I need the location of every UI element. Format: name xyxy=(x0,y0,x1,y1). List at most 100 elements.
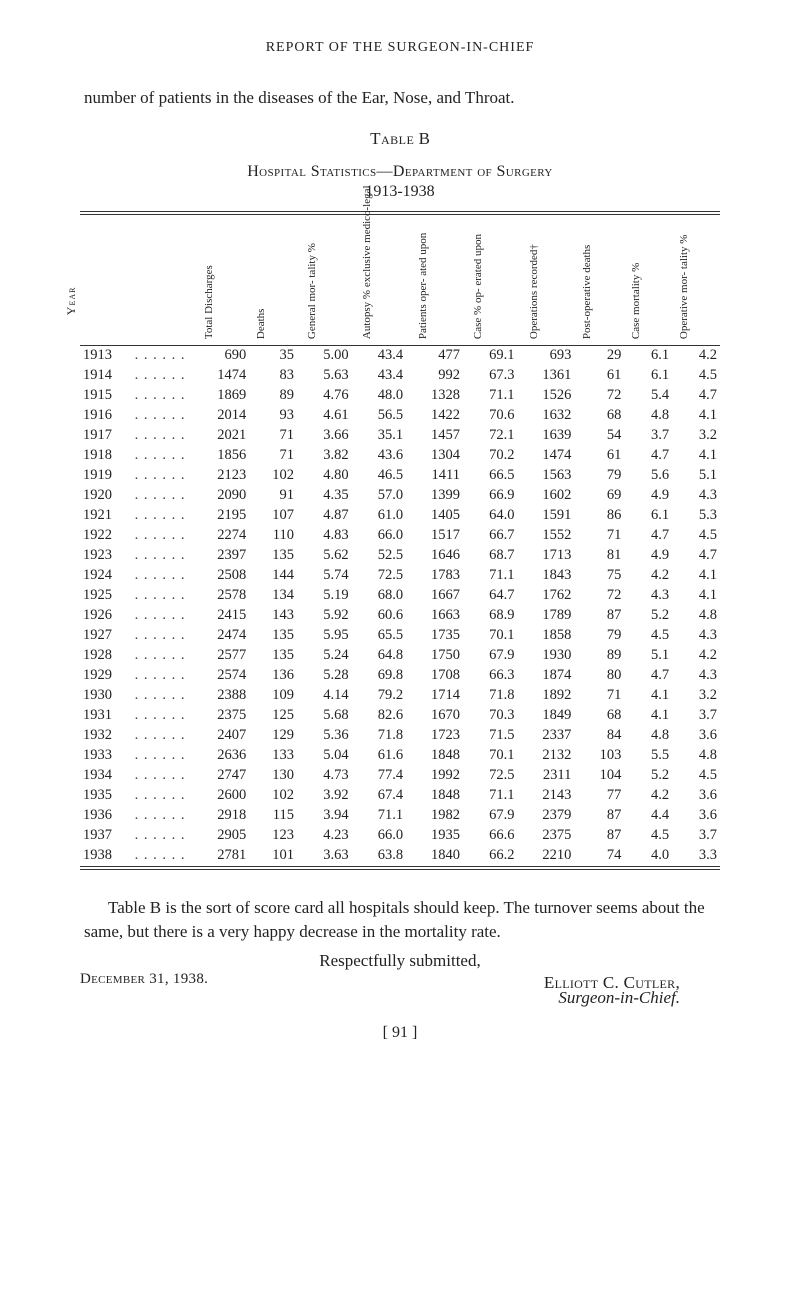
table-cell: . . . . . . xyxy=(135,766,193,786)
table-cell: 1932 xyxy=(80,726,135,746)
table-cell: 67.9 xyxy=(463,646,518,666)
table-cell: 1399 xyxy=(406,486,463,506)
table-cell: 70.6 xyxy=(463,406,518,426)
table-cell: 1848 xyxy=(406,746,463,766)
table-cell: 4.7 xyxy=(672,386,720,406)
table-title: Hospital Statistics—Department of Surger… xyxy=(80,163,720,181)
table-cell: 2388 xyxy=(192,686,249,706)
table-cell: 60.6 xyxy=(352,606,407,626)
table-cell: 70.1 xyxy=(463,626,518,646)
table-cell: . . . . . . xyxy=(135,546,193,566)
table-cell: 5.62 xyxy=(297,546,352,566)
table-cell: 3.66 xyxy=(297,426,352,446)
table-row: 1920. . . . . .2090914.3557.0139966.9160… xyxy=(80,486,720,506)
table-cell: 1457 xyxy=(406,426,463,446)
table-cell: 56.5 xyxy=(352,406,407,426)
table-cell: 5.2 xyxy=(624,766,672,786)
table-cell: 1925 xyxy=(80,586,135,606)
table-row: 1923. . . . . .23971355.6252.5164668.717… xyxy=(80,546,720,566)
table-cell: 91 xyxy=(249,486,297,506)
table-cell: 1526 xyxy=(518,386,575,406)
table-label-prefix: Table xyxy=(370,129,414,148)
table-inner-rule: Year Total Discharges Deaths General mor… xyxy=(80,214,720,867)
table-cell: 5.1 xyxy=(672,466,720,486)
table-cell: 69 xyxy=(574,486,624,506)
table-cell: 70.1 xyxy=(463,746,518,766)
table-cell: 75 xyxy=(574,566,624,586)
table-cell: 2375 xyxy=(192,706,249,726)
table-cell: 1563 xyxy=(518,466,575,486)
table-cell: 1935 xyxy=(80,786,135,806)
table-outer-rule: Year Total Discharges Deaths General mor… xyxy=(80,211,720,870)
table-cell: 2600 xyxy=(192,786,249,806)
table-cell: 2636 xyxy=(192,746,249,766)
col-header-case-op: Case % op- erated upon xyxy=(463,215,518,346)
table-cell: 1474 xyxy=(518,446,575,466)
table-cell: 66.6 xyxy=(463,826,518,846)
table-cell: 68 xyxy=(574,406,624,426)
table-cell: 2781 xyxy=(192,846,249,866)
table-cell: 123 xyxy=(249,826,297,846)
table-cell: 4.1 xyxy=(624,706,672,726)
table-cell: 67.4 xyxy=(352,786,407,806)
table-cell: 1762 xyxy=(518,586,575,606)
col-header-year: Year xyxy=(80,215,135,346)
table-cell: 80 xyxy=(574,666,624,686)
table-cell: 135 xyxy=(249,626,297,646)
table-cell: 1936 xyxy=(80,806,135,826)
table-cell: 4.2 xyxy=(624,566,672,586)
table-cell: 35.1 xyxy=(352,426,407,446)
table-cell: 1663 xyxy=(406,606,463,626)
table-row: 1914. . . . . .1474835.6343.499267.31361… xyxy=(80,366,720,386)
table-cell: . . . . . . xyxy=(135,466,193,486)
col-header-patients-op: Patients oper- ated upon xyxy=(406,215,463,346)
table-row: 1926. . . . . .24151435.9260.6166368.917… xyxy=(80,606,720,626)
table-cell: 5.95 xyxy=(297,626,352,646)
table-cell: 3.2 xyxy=(672,686,720,706)
table-cell: . . . . . . xyxy=(135,366,193,386)
table-cell: 2574 xyxy=(192,666,249,686)
table-row: 1927. . . . . .24741355.9565.5173570.118… xyxy=(80,626,720,646)
table-cell: 68.0 xyxy=(352,586,407,606)
table-cell: 71 xyxy=(574,526,624,546)
table-cell: 2375 xyxy=(518,826,575,846)
table-cell: 1474 xyxy=(192,366,249,386)
table-cell: 68.7 xyxy=(463,546,518,566)
table-cell: 690 xyxy=(192,345,249,366)
table-cell: . . . . . . xyxy=(135,826,193,846)
table-cell: 2918 xyxy=(192,806,249,826)
table-cell: 43.4 xyxy=(352,345,407,366)
table-cell: 115 xyxy=(249,806,297,826)
table-cell: 101 xyxy=(249,846,297,866)
table-cell: 1916 xyxy=(80,406,135,426)
table-row: 1938. . . . . .27811013.6363.8184066.222… xyxy=(80,846,720,866)
table-cell: 4.2 xyxy=(672,345,720,366)
table-cell: . . . . . . xyxy=(135,786,193,806)
table-cell: 66.0 xyxy=(352,526,407,546)
table-cell: 29 xyxy=(574,345,624,366)
table-cell: . . . . . . xyxy=(135,566,193,586)
table-cell: 5.24 xyxy=(297,646,352,666)
page-number: [ 91 ] xyxy=(80,1024,720,1042)
table-cell: 1789 xyxy=(518,606,575,626)
table-cell: 104 xyxy=(574,766,624,786)
table-year-range: 1913-1938 xyxy=(80,183,720,201)
table-cell: 54 xyxy=(574,426,624,446)
table-cell: 2090 xyxy=(192,486,249,506)
table-cell: 1783 xyxy=(406,566,463,586)
table-cell: 83 xyxy=(249,366,297,386)
table-cell: 3.63 xyxy=(297,846,352,866)
table-cell: 1929 xyxy=(80,666,135,686)
table-cell: 79 xyxy=(574,466,624,486)
table-cell: 4.1 xyxy=(672,446,720,466)
table-cell: 3.82 xyxy=(297,446,352,466)
table-cell: 74 xyxy=(574,846,624,866)
table-cell: 4.5 xyxy=(624,626,672,646)
table-cell: 6.1 xyxy=(624,366,672,386)
signature-title: Surgeon-in-Chief. xyxy=(80,988,680,1008)
table-cell: 1713 xyxy=(518,546,575,566)
table-cell: 2195 xyxy=(192,506,249,526)
col-header-blank xyxy=(135,215,193,346)
table-cell: 1646 xyxy=(406,546,463,566)
table-cell: 3.92 xyxy=(297,786,352,806)
